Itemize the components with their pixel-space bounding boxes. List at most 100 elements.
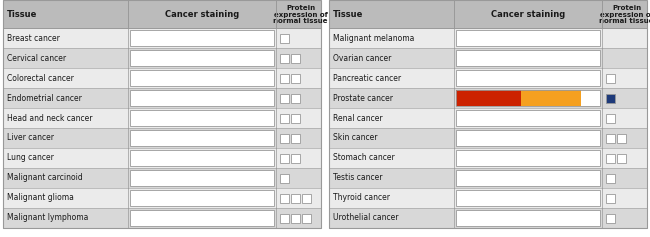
Bar bbox=[329, 0, 647, 228]
Bar bbox=[617, 154, 626, 163]
Text: Urothelial cancer: Urothelial cancer bbox=[333, 214, 398, 223]
Text: Testis cancer: Testis cancer bbox=[333, 173, 382, 182]
Bar bbox=[130, 90, 274, 106]
Bar bbox=[3, 88, 321, 108]
Bar bbox=[130, 50, 274, 66]
Bar bbox=[280, 73, 289, 82]
Text: Liver cancer: Liver cancer bbox=[7, 133, 54, 142]
Bar bbox=[329, 88, 647, 108]
Text: expression of: expression of bbox=[274, 12, 328, 18]
Bar bbox=[3, 188, 321, 208]
Bar bbox=[3, 0, 321, 28]
Bar bbox=[291, 73, 300, 82]
Bar bbox=[456, 90, 521, 106]
Bar bbox=[606, 173, 615, 182]
Bar bbox=[280, 193, 289, 202]
Bar bbox=[130, 130, 274, 146]
Bar bbox=[280, 133, 289, 142]
Text: Malignant lymphoma: Malignant lymphoma bbox=[7, 214, 88, 223]
Bar bbox=[329, 0, 647, 28]
Bar bbox=[329, 28, 647, 48]
Bar bbox=[606, 73, 615, 82]
Text: Stomach cancer: Stomach cancer bbox=[333, 154, 395, 163]
Bar bbox=[280, 114, 289, 123]
Text: expression of: expression of bbox=[599, 12, 650, 18]
Bar bbox=[130, 110, 274, 126]
Text: Prostate cancer: Prostate cancer bbox=[333, 94, 393, 102]
Text: Cervical cancer: Cervical cancer bbox=[7, 54, 66, 63]
Text: Skin cancer: Skin cancer bbox=[333, 133, 378, 142]
Bar bbox=[291, 94, 300, 102]
Bar bbox=[329, 68, 647, 88]
Text: Ovarian cancer: Ovarian cancer bbox=[333, 54, 391, 63]
Bar bbox=[581, 90, 600, 106]
Bar bbox=[329, 208, 647, 228]
Text: Cancer staining: Cancer staining bbox=[491, 9, 565, 18]
Bar bbox=[3, 68, 321, 88]
Bar bbox=[606, 154, 615, 163]
Bar bbox=[280, 214, 289, 223]
Bar bbox=[130, 150, 274, 166]
Bar bbox=[302, 193, 311, 202]
Bar bbox=[456, 190, 600, 206]
Bar bbox=[329, 188, 647, 208]
Bar bbox=[291, 154, 300, 163]
Text: Protein: Protein bbox=[286, 5, 315, 11]
Text: Cancer staining: Cancer staining bbox=[165, 9, 239, 18]
Text: Endometrial cancer: Endometrial cancer bbox=[7, 94, 82, 102]
Text: Malignant melanoma: Malignant melanoma bbox=[333, 33, 415, 42]
Bar bbox=[329, 48, 647, 68]
Bar bbox=[606, 193, 615, 202]
Bar bbox=[291, 114, 300, 123]
Bar bbox=[291, 193, 300, 202]
Text: Colorectal cancer: Colorectal cancer bbox=[7, 73, 74, 82]
Bar bbox=[3, 48, 321, 68]
Bar bbox=[329, 128, 647, 148]
Bar bbox=[130, 30, 274, 46]
Text: Renal cancer: Renal cancer bbox=[333, 114, 383, 123]
Bar bbox=[302, 214, 311, 223]
Bar bbox=[291, 54, 300, 63]
Text: Pancreatic cancer: Pancreatic cancer bbox=[333, 73, 401, 82]
Bar bbox=[606, 214, 615, 223]
Bar bbox=[329, 108, 647, 128]
Bar bbox=[280, 94, 289, 102]
Bar bbox=[329, 0, 647, 228]
Text: Thyroid cancer: Thyroid cancer bbox=[333, 193, 390, 202]
Bar bbox=[130, 170, 274, 186]
Bar bbox=[456, 210, 600, 226]
Bar bbox=[456, 50, 600, 66]
Bar bbox=[291, 214, 300, 223]
Bar bbox=[456, 130, 600, 146]
Text: normal tissue: normal tissue bbox=[599, 18, 650, 24]
Bar bbox=[456, 150, 600, 166]
Bar bbox=[456, 90, 600, 106]
Bar bbox=[280, 173, 289, 182]
Text: normal tissue: normal tissue bbox=[273, 18, 328, 24]
Bar bbox=[329, 148, 647, 168]
Text: Tissue: Tissue bbox=[7, 9, 38, 18]
Text: Lung cancer: Lung cancer bbox=[7, 154, 54, 163]
Bar bbox=[456, 170, 600, 186]
Bar bbox=[456, 110, 600, 126]
Bar bbox=[456, 30, 600, 46]
Text: Malignant carcinoid: Malignant carcinoid bbox=[7, 173, 83, 182]
Bar bbox=[617, 133, 626, 142]
Bar bbox=[606, 133, 615, 142]
Bar bbox=[3, 148, 321, 168]
Bar bbox=[3, 0, 321, 228]
Bar bbox=[3, 128, 321, 148]
Bar bbox=[130, 70, 274, 86]
Bar bbox=[3, 0, 321, 228]
Bar bbox=[280, 54, 289, 63]
Text: Breast cancer: Breast cancer bbox=[7, 33, 60, 42]
Bar bbox=[130, 190, 274, 206]
Text: Malignant glioma: Malignant glioma bbox=[7, 193, 74, 202]
Bar bbox=[280, 33, 289, 42]
Bar bbox=[329, 168, 647, 188]
Bar bbox=[521, 90, 581, 106]
Text: Protein: Protein bbox=[612, 5, 641, 11]
Bar bbox=[3, 168, 321, 188]
Bar bbox=[291, 133, 300, 142]
Bar bbox=[3, 28, 321, 48]
